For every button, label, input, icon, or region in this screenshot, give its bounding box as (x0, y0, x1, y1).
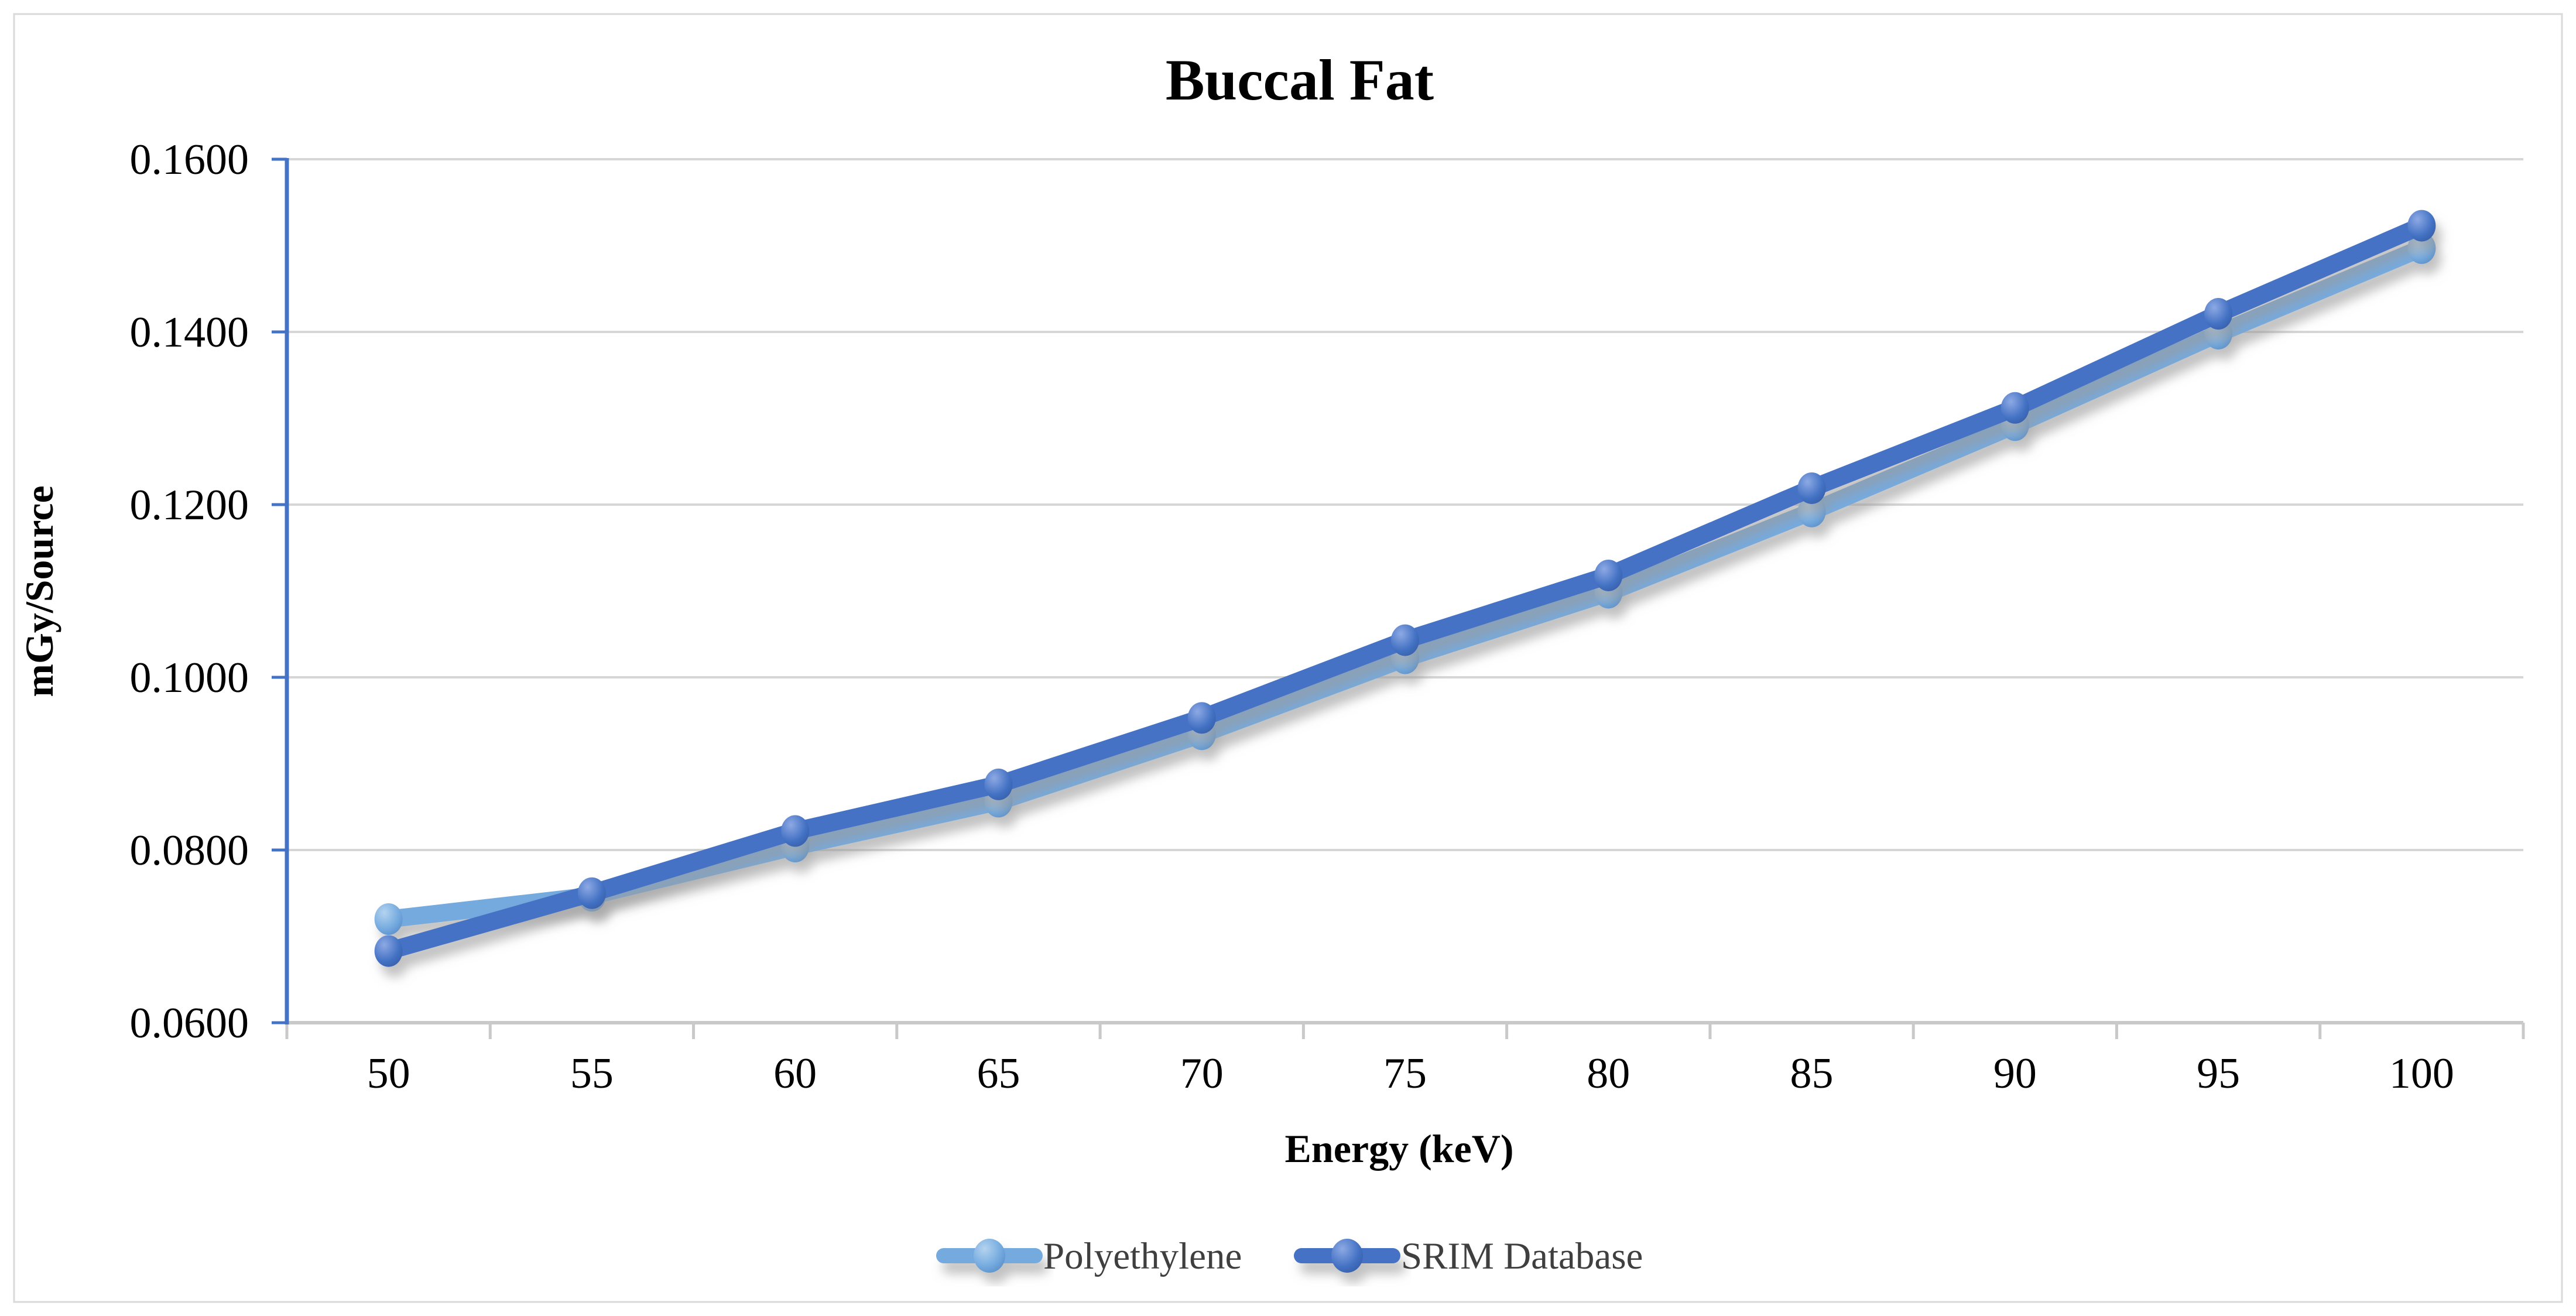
data-point-srim-database-100 (2407, 210, 2436, 242)
polyethylene-marker-icon (974, 1239, 1005, 1273)
x-tick-label: 70 (1180, 1050, 1224, 1098)
srim-database-marker-icon (1331, 1239, 1363, 1273)
x-tick-label: 75 (1383, 1050, 1427, 1098)
y-tick-label: 0.0600 (130, 999, 249, 1047)
x-axis: 50 55 60 65 70 75 80 85 90 95 100 (285, 1021, 2525, 1098)
x-tick-label: 80 (1587, 1050, 1630, 1098)
polyethylene-swatch (936, 1239, 1043, 1273)
series-polyethylene (374, 232, 2436, 935)
y-tick-label: 0.1400 (130, 309, 249, 357)
data-point-polyethylene-100 (2407, 232, 2436, 264)
data-point-srim-database-85 (1797, 472, 1826, 504)
y-tick-label: 0.0800 (130, 827, 249, 875)
y-tick-label: 0.1000 (130, 654, 249, 702)
legend-item-srim-database: SRIM Database (1294, 1235, 1643, 1277)
chart-border (13, 13, 2563, 1303)
series-line-srim-database (379, 217, 2431, 960)
gridlines (287, 158, 2523, 851)
x-tick-label: 100 (2389, 1050, 2454, 1098)
data-point-srim-database-75 (1391, 624, 1419, 656)
y-axis: 0.0600 0.0800 0.1000 0.1200 0.1400 0.1600 (130, 136, 289, 1047)
x-tick-label: 65 (977, 1050, 1020, 1098)
y-tick-label: 0.1200 (130, 481, 249, 529)
data-point-srim-database-95 (2204, 298, 2233, 330)
x-tick-label: 50 (367, 1050, 410, 1098)
y-tick-label: 0.1600 (130, 136, 249, 184)
data-point-srim-database-70 (1187, 702, 1216, 734)
data-point-srim-database-80 (1594, 559, 1623, 591)
x-tick-label: 60 (773, 1050, 817, 1098)
legend-label-srim-database: SRIM Database (1401, 1235, 1643, 1277)
x-axis-title: Energy (keV) (1285, 1126, 1514, 1171)
x-tick-label: 90 (1993, 1050, 2037, 1098)
data-point-srim-database-65 (984, 768, 1013, 800)
legend-label-polyethylene: Polyethylene (1043, 1235, 1242, 1277)
srim-database-swatch (1294, 1239, 1400, 1273)
x-tick-label: 85 (1790, 1050, 1834, 1098)
data-point-polyethylene-85 (1797, 495, 1826, 527)
legend: Polyethylene SRIM Database (936, 1235, 1643, 1277)
chart-title: Buccal Fat (1166, 47, 1434, 112)
x-tick-label: 55 (570, 1050, 614, 1098)
data-point-polyethylene-50 (374, 903, 403, 935)
data-point-srim-database-90 (2000, 392, 2029, 424)
data-point-srim-database-50 (374, 935, 403, 967)
x-tick-label: 95 (2197, 1050, 2240, 1098)
series-line-polyethylene (379, 239, 2431, 928)
y-axis-title: mGy/Source (17, 485, 61, 697)
plot-series (374, 210, 2436, 967)
legend-item-polyethylene: Polyethylene (936, 1235, 1242, 1277)
data-point-srim-database-60 (781, 815, 810, 847)
data-point-srim-database-55 (577, 877, 606, 909)
series-srim-database (374, 210, 2436, 967)
